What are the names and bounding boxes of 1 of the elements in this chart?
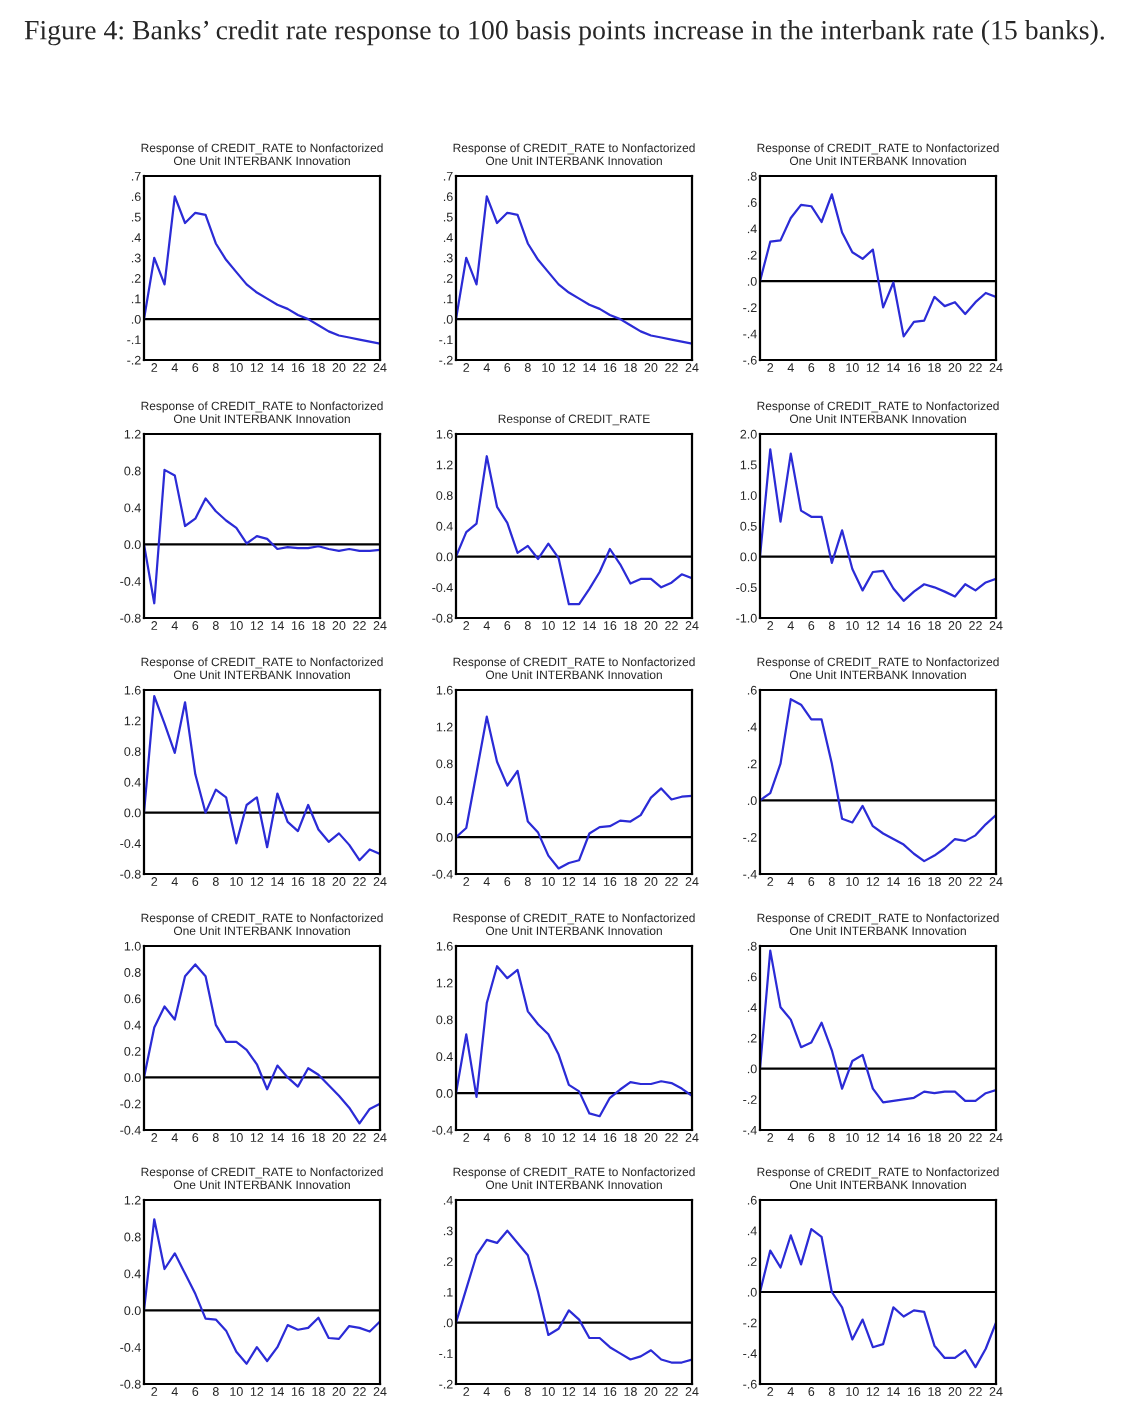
caption: Figure 4: Banks’ credit rate response to 100 basis points increase in the interbank rate (15 banks). — [24, 20, 1104, 46]
